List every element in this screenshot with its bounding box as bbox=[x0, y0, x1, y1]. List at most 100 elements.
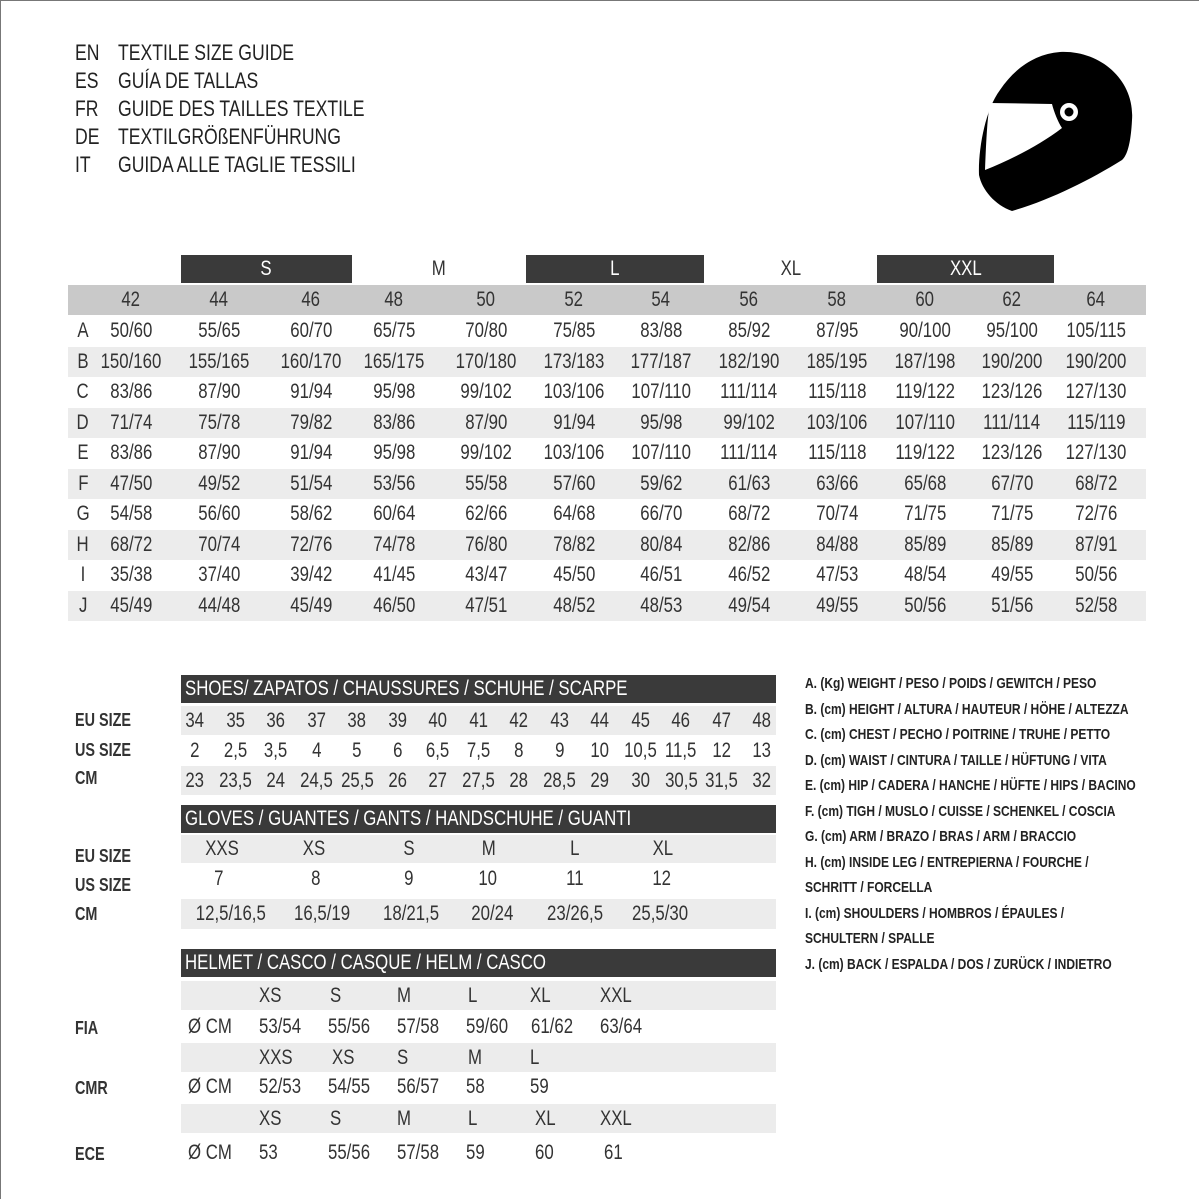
legend-line: E. (cm) HIP / CADERA / HANCHE / HÜFTE / … bbox=[805, 776, 1200, 796]
table-cell-text: 91/94 bbox=[289, 380, 333, 403]
legend-line-text: G. (cm) ARM / BRAZO / BRAS / ARM / BRACC… bbox=[805, 828, 1077, 845]
size-number: 52 bbox=[530, 285, 618, 315]
shoe-cell: 11,5 bbox=[659, 736, 703, 766]
helmet-value-text: 53/54 bbox=[259, 1015, 302, 1038]
row-label-text: F bbox=[77, 471, 89, 495]
table-cell: 127/130 bbox=[1052, 377, 1140, 407]
table-cell: 107/110 bbox=[881, 408, 969, 438]
table-cell: 190/200 bbox=[968, 347, 1056, 377]
row-label: H bbox=[73, 530, 93, 560]
legend-line-text: D. (cm) WAIST / CINTURA / TAILLE / HÜFTU… bbox=[805, 751, 1107, 769]
table-cell-text: 68/72 bbox=[109, 532, 153, 556]
table-cell: 160/170 bbox=[267, 347, 355, 377]
size-number: 50 bbox=[442, 285, 530, 315]
shoe-cell: 24,5 bbox=[295, 766, 339, 796]
table-cell-text: 50/56 bbox=[1074, 563, 1118, 586]
table-cell-text: 87/90 bbox=[197, 380, 241, 403]
table-cell-text: 57/60 bbox=[552, 471, 596, 495]
legend-line: B. (cm) HEIGHT / ALTURA / HAUTEUR / HÖHE… bbox=[805, 700, 1200, 720]
legend-line-text: H. (cm) INSIDE LEG / ENTREPIERNA / FOURC… bbox=[805, 853, 1089, 871]
helmet-size-text: XXL bbox=[600, 984, 632, 1007]
shoe-cell-text: 28,5 bbox=[543, 769, 576, 792]
helmet-value: 52/53 bbox=[259, 1072, 312, 1102]
size-number-text: 46 bbox=[301, 288, 321, 311]
table-cell: 103/106 bbox=[530, 377, 618, 407]
glove-cell-text: 11 bbox=[566, 867, 584, 890]
table-cell: 119/122 bbox=[881, 438, 969, 468]
shoe-cell-text: 23,5 bbox=[219, 769, 252, 792]
row-label-text: E bbox=[77, 441, 89, 464]
table-cell-text: 87/91 bbox=[1074, 532, 1118, 556]
table-cell-text: 150/160 bbox=[100, 349, 162, 373]
table-cell-text: 71/75 bbox=[903, 502, 947, 525]
size-number: 46 bbox=[267, 285, 355, 315]
table-cell-text: 190/200 bbox=[1065, 349, 1127, 373]
helmet-unit: Ø CM bbox=[188, 1138, 243, 1168]
table-cell: 173/183 bbox=[530, 347, 618, 377]
helmet-size: XS bbox=[259, 1104, 287, 1134]
table-cell-text: 68/72 bbox=[1074, 471, 1118, 495]
glove-cell: 12,5/16,5 bbox=[186, 899, 276, 929]
table-cell: 115/118 bbox=[793, 377, 881, 407]
helmet-value: 58 bbox=[466, 1072, 489, 1102]
helmet-value: 59/60 bbox=[466, 1012, 519, 1042]
glove-cell: M bbox=[444, 834, 534, 864]
glove-cell-text: 8 bbox=[311, 867, 321, 890]
legend-line: SCHRITT / FORCELLA bbox=[805, 878, 964, 898]
table-cell-text: 80/84 bbox=[639, 532, 683, 556]
table-cell: 111/114 bbox=[705, 438, 793, 468]
table-cell-text: 107/110 bbox=[895, 410, 955, 434]
glove-cell-text: 20/24 bbox=[470, 902, 514, 925]
shoe-cell-text: 40 bbox=[428, 709, 448, 732]
shoe-cell-text: 45 bbox=[631, 709, 650, 732]
table-cell-text: 127/130 bbox=[1065, 380, 1127, 403]
table-cell-text: 173/183 bbox=[543, 349, 605, 373]
table-cell: 87/90 bbox=[175, 438, 263, 468]
shoe-cell: 6 bbox=[376, 736, 420, 766]
row-shade bbox=[181, 835, 776, 863]
helmet-value: 54/55 bbox=[328, 1072, 381, 1102]
table-cell: 72/76 bbox=[267, 530, 355, 560]
language-code: FR bbox=[75, 95, 104, 123]
helmet-size: M bbox=[397, 1104, 415, 1134]
table-cell-text: 190/200 bbox=[981, 349, 1043, 373]
legend-line: J. (cm) BACK / ESPALDA / DOS / ZURÜCK / … bbox=[805, 955, 1188, 975]
table-cell-text: 46/50 bbox=[372, 593, 416, 617]
shoe-cell: 28,5 bbox=[538, 766, 582, 796]
table-cell: 66/70 bbox=[617, 499, 705, 529]
table-cell: 49/54 bbox=[705, 591, 793, 621]
helmet-value-text: 59 bbox=[466, 1141, 485, 1164]
table-cell: 85/92 bbox=[705, 316, 793, 346]
helmet-size: M bbox=[468, 1043, 486, 1073]
table-row-shade bbox=[68, 346, 1146, 377]
shoe-cell: 40 bbox=[416, 706, 460, 736]
table-cell-text: 55/65 bbox=[197, 319, 241, 342]
size-number-text: 60 bbox=[915, 288, 935, 311]
table-cell-text: 127/130 bbox=[1065, 441, 1127, 464]
row-label: J bbox=[73, 591, 93, 621]
shoe-cell-text: 42 bbox=[509, 709, 529, 732]
table-cell: 60/70 bbox=[267, 316, 355, 346]
table-cell-text: 55/58 bbox=[464, 471, 508, 495]
shoe-cell-text: 9 bbox=[554, 739, 565, 762]
row-label-text: I bbox=[80, 563, 86, 586]
table-row-shade bbox=[68, 590, 1146, 621]
table-cell-text: 95/100 bbox=[986, 319, 1038, 342]
table-cell-text: 91/94 bbox=[289, 441, 333, 464]
helmet-value-text: 55/56 bbox=[328, 1015, 371, 1038]
table-cell: 170/180 bbox=[442, 347, 530, 377]
table-cell-text: 78/82 bbox=[552, 532, 596, 556]
table-cell-text: 75/85 bbox=[552, 319, 596, 342]
table-cell: 123/126 bbox=[968, 377, 1056, 407]
shoe-cell-text: 13 bbox=[752, 739, 772, 762]
table-cell-text: 170/180 bbox=[455, 349, 517, 373]
size-number-text: 54 bbox=[651, 288, 671, 311]
size-band-s: S bbox=[181, 255, 352, 283]
size-number-text: 48 bbox=[384, 288, 404, 311]
table-cell: 52/58 bbox=[1052, 591, 1140, 621]
table-cell-text: 82/86 bbox=[727, 532, 771, 556]
row-shade bbox=[181, 766, 776, 795]
size-number: 62 bbox=[968, 285, 1056, 315]
table-cell-text: 46/52 bbox=[727, 563, 771, 586]
table-cell-text: 48/53 bbox=[639, 593, 683, 617]
